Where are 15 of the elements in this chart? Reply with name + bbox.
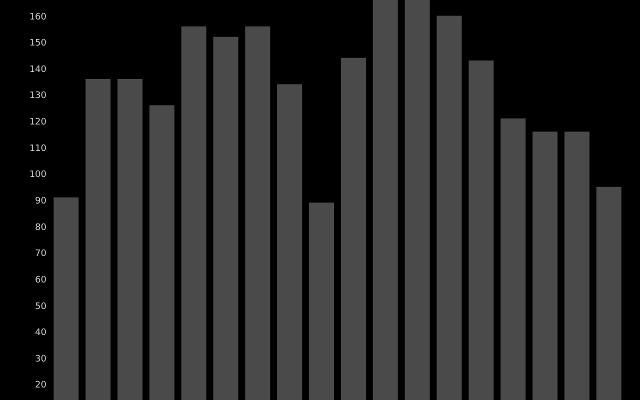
y-tick-label: 150 [29,38,47,49]
y-tick-label: 100 [29,170,47,180]
y-tick-label: 70 [35,249,47,260]
y-tick-label: 40 [35,328,47,338]
y-tick-label: 160 [29,12,47,22]
y-tick-label: 50 [35,302,47,312]
y-tick-label: 120 [29,118,47,128]
y-tick-label: 130 [29,91,47,102]
y-tick-label: 60 [35,275,47,286]
y-tick-label: 110 [29,144,47,154]
y-tick-label: 20 [35,380,47,391]
y-tick-label: 140 [29,64,47,75]
y-tick-label: 90 [35,196,47,206]
y-tick-label: 80 [35,222,47,233]
y-tick-label: 30 [35,354,47,364]
